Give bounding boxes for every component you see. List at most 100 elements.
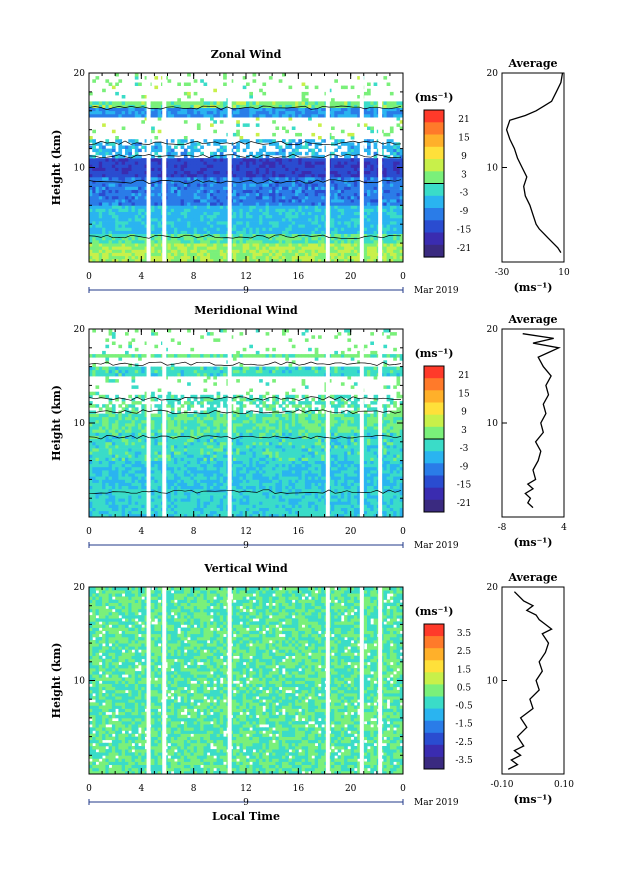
heatmap-cell	[304, 104, 309, 108]
heatmap-cell	[200, 151, 204, 156]
heatmap-cell	[321, 186, 325, 190]
heatmap-cell	[115, 369, 119, 374]
heatmap-cell	[223, 195, 227, 200]
heatmap-cell	[89, 195, 93, 200]
heatmap-cell	[190, 176, 195, 181]
heatmap-cell	[272, 114, 276, 118]
heatmap-cell	[259, 164, 263, 168]
heatmap-cell	[272, 139, 276, 143]
heatmap-cell	[154, 249, 159, 253]
heatmap-cell	[265, 205, 270, 209]
heatmap-cell	[347, 132, 352, 137]
heatmap-cell	[350, 214, 355, 219]
heatmap-cell	[102, 176, 106, 181]
heatmap-cell	[206, 205, 211, 209]
heatmap-cell	[213, 158, 217, 162]
heatmap-cell	[357, 183, 361, 187]
heatmap-cell	[285, 243, 289, 247]
heatmap-cell	[111, 476, 116, 480]
heatmap-cell	[157, 158, 162, 162]
heatmap-cell	[170, 243, 175, 247]
heatmap-cell	[177, 139, 181, 143]
heatmap-cell	[157, 208, 162, 212]
heatmap-cell	[304, 227, 309, 231]
heatmap-cell	[275, 211, 280, 216]
heatmap-cell	[95, 173, 100, 178]
heatmap-cell	[232, 246, 237, 250]
heatmap-cell	[134, 227, 139, 231]
heatmap-cell	[138, 507, 142, 512]
heatmap-cell	[95, 476, 100, 480]
heatmap-cell	[167, 249, 172, 253]
heatmap-cell	[125, 444, 129, 449]
heatmap-cell	[138, 510, 142, 515]
heatmap-cell	[249, 221, 253, 225]
heatmap-cell	[134, 426, 139, 430]
heatmap-cell	[304, 221, 309, 225]
heatmap-cell	[223, 258, 227, 263]
heatmap-cell	[318, 252, 322, 257]
heatmap-cell	[242, 107, 247, 112]
colorbar-swatch	[424, 208, 444, 221]
heatmap-cell	[318, 205, 322, 209]
heatmap-cell	[337, 199, 342, 203]
heatmap-cell	[111, 249, 116, 253]
heatmap-cell	[154, 205, 159, 209]
heatmap-cell	[219, 189, 224, 194]
heatmap-cell	[131, 513, 136, 518]
heatmap-cell	[259, 104, 263, 108]
heatmap-cell	[206, 211, 211, 216]
heatmap-cell	[393, 154, 397, 159]
heatmap-cell	[298, 107, 302, 112]
heatmap-cell	[383, 132, 388, 137]
heatmap-cell	[373, 224, 378, 228]
heatmap-cell	[223, 183, 227, 187]
heatmap-cell	[121, 501, 126, 505]
heatmap-cell	[134, 423, 139, 427]
heatmap-cell	[396, 154, 401, 159]
heatmap-cell	[242, 236, 247, 241]
heatmap-cell	[128, 236, 132, 241]
heatmap-cell	[115, 230, 119, 234]
heatmap-cell	[353, 161, 358, 165]
heatmap-cell	[223, 230, 227, 234]
heatmap-cell	[236, 173, 240, 178]
heatmap-cell	[108, 214, 113, 219]
heatmap-cell	[105, 170, 110, 175]
heatmap-cell	[154, 183, 159, 187]
heatmap-cell	[357, 110, 361, 115]
heatmap-cell	[282, 217, 286, 222]
heatmap-cell	[141, 114, 145, 118]
heatmap-cell	[275, 142, 280, 146]
heatmap-cell	[180, 205, 185, 209]
heatmap-cell	[301, 164, 306, 168]
heatmap-cell	[174, 164, 178, 168]
heatmap-cell	[219, 164, 224, 168]
heatmap-cell	[190, 183, 195, 187]
heatmap-cell	[295, 167, 299, 171]
heatmap-cell	[118, 195, 123, 200]
heatmap-cell	[89, 161, 93, 165]
heatmap-cell	[386, 195, 391, 200]
heatmap-cell	[196, 205, 201, 209]
heatmap-cell	[389, 161, 394, 165]
heatmap-cell	[334, 167, 338, 171]
heatmap-cell	[115, 217, 119, 222]
heatmap-cell	[200, 176, 204, 181]
heatmap-cell	[128, 419, 132, 424]
heatmap-cell	[95, 214, 100, 219]
heatmap-cell	[301, 95, 306, 99]
heatmap-cell	[89, 221, 93, 225]
heatmap-cell	[399, 205, 404, 209]
heatmap-cell	[151, 183, 155, 187]
heatmap-cell	[134, 457, 139, 461]
heatmap-cell	[383, 101, 388, 105]
heatmap-cell	[102, 170, 106, 175]
heatmap-cell	[399, 151, 404, 156]
heatmap-cell	[219, 120, 224, 124]
heatmap-cell	[121, 243, 126, 247]
heatmap-cell	[131, 338, 136, 342]
heatmap-cell	[170, 202, 175, 206]
heatmap-cell	[131, 426, 136, 430]
heatmap-cell	[367, 139, 371, 143]
